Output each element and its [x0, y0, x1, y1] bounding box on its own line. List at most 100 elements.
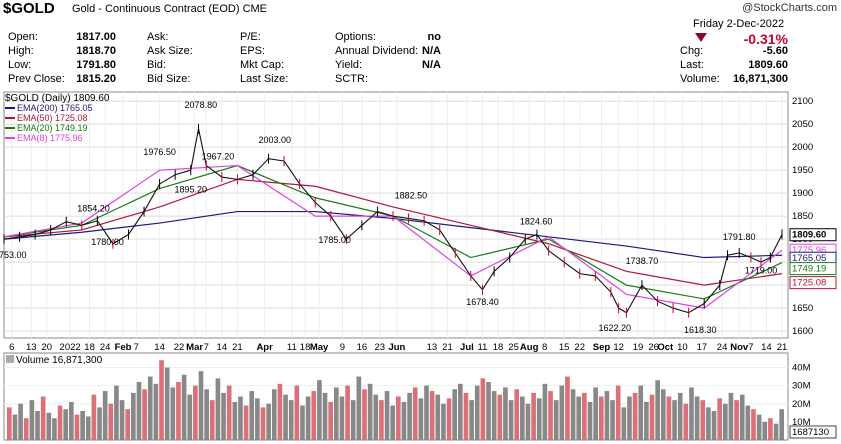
volume-bar: [711, 411, 717, 440]
volume-bar: [683, 403, 689, 440]
volume-bar: [441, 403, 446, 440]
volume-bar: [638, 385, 644, 440]
volume-bar: [508, 400, 514, 440]
volume-bar: [779, 409, 784, 440]
field-label: SCTR:: [335, 73, 368, 85]
volume-bar: [717, 398, 722, 440]
x-tick-label: 18: [84, 342, 95, 353]
field-value: no: [427, 31, 441, 43]
volume-bar: [514, 389, 520, 440]
x-tick-label: 2022: [60, 342, 81, 353]
volume-bar: [553, 400, 559, 440]
volume-bar: [722, 403, 728, 440]
volume-bar: [570, 389, 576, 440]
volume-bar: [627, 396, 632, 440]
volume-bar: [706, 407, 711, 440]
volume-bar: [317, 380, 322, 440]
volume-bar: [271, 389, 277, 440]
price-annotation: 1618.30: [684, 325, 717, 335]
x-tick-label: 13: [427, 342, 438, 353]
volume-bar: [29, 400, 35, 440]
x-tick-label: Aug: [520, 342, 539, 353]
last-value-label: 1725.08: [792, 278, 826, 289]
volume-bar: [176, 382, 181, 440]
volume-bar: [243, 405, 249, 440]
field-label: Bid Size:: [147, 73, 191, 85]
x-tick-label: Nov: [730, 342, 749, 353]
field-label: EPS:: [240, 45, 266, 57]
x-tick-label: 14: [154, 342, 165, 353]
volume-bar: [277, 383, 283, 440]
volume-last-box: [789, 425, 837, 439]
volume-bar: [181, 374, 187, 440]
volume-bar: [125, 409, 131, 440]
x-tick-label: 13: [26, 342, 37, 353]
x-tick-label: Jul: [460, 342, 474, 353]
field-label: Chg:: [680, 45, 704, 57]
volume-bar: [576, 396, 582, 440]
volume-bar: [164, 367, 170, 440]
volume-bar: [412, 387, 418, 440]
volume-bar: [356, 376, 362, 440]
volume-bar: [232, 401, 238, 440]
last-value-label: 1809.60: [792, 230, 826, 241]
y-tick-label: 1900: [792, 188, 813, 199]
volume-bar: [63, 409, 69, 440]
price-annotation: 1678.40: [466, 297, 499, 307]
volume-bar: [486, 382, 491, 440]
x-tick-label: 7: [748, 342, 753, 353]
volume-bar: [322, 392, 328, 440]
field-value: 1817.00: [76, 31, 116, 43]
watermark: @StockCharts.com: [742, 2, 837, 14]
price-annotation: 1785.00: [318, 235, 351, 245]
y-tick-label: 2000: [792, 142, 813, 153]
volume-bar: [198, 371, 204, 440]
volume-bar: [598, 396, 604, 440]
volume-bar: [367, 383, 373, 440]
exchange: CME: [242, 3, 268, 15]
field-label: Yield:: [335, 59, 363, 71]
down-arrow-icon: [695, 33, 707, 42]
volume-bar: [700, 400, 706, 440]
legend-entry: EMA(50) 1725.08: [17, 113, 88, 123]
y-tick-label: 2100: [792, 96, 813, 107]
volume-bar: [773, 423, 779, 440]
x-tick-label: 11: [287, 342, 297, 353]
x-tick-label: Apr: [256, 342, 273, 353]
volume-bar: [193, 385, 198, 440]
x-tick-label: 26: [648, 342, 659, 353]
volume-bar: [215, 378, 221, 440]
volume-bar: [390, 405, 395, 440]
last-value-label: 1775.96: [792, 245, 826, 256]
x-tick-label: 25: [508, 342, 519, 353]
y-tick-label: 1600: [792, 326, 813, 337]
volume-title: Volume 16,871,300: [16, 355, 103, 366]
volume-bar: [542, 383, 548, 440]
field-value: -5.60: [762, 45, 788, 57]
last-value-box: [789, 262, 837, 276]
volume-bar: [209, 400, 215, 440]
volume-bar: [119, 400, 125, 440]
y-tick-label: 1850: [792, 211, 813, 222]
volume-bar: [604, 391, 610, 440]
volume-bar: [666, 396, 672, 440]
volume-bar: [480, 378, 486, 440]
legend-entry: EMA(8) 1775.96: [17, 133, 83, 143]
volume-last-label: 1687130: [792, 427, 829, 438]
volume-bar: [497, 394, 503, 440]
price-annotation: 1895.20: [174, 184, 207, 194]
x-tick-label: 14: [217, 342, 228, 353]
volume-bar: [147, 376, 153, 440]
volume-bar: [328, 401, 333, 440]
field-value: 1809.60: [748, 59, 788, 71]
price-annotation: 1967.20: [202, 151, 235, 161]
volume-bar: [520, 396, 525, 440]
volume-legend-swatch: [6, 355, 14, 363]
last-value-label: 1749.19: [792, 264, 826, 275]
volume-bar: [40, 396, 46, 440]
volume-bar: [728, 392, 734, 440]
volume-bar: [525, 403, 531, 440]
field-label: Options:: [335, 31, 376, 43]
volume-tick-label: 10M: [792, 417, 811, 428]
volume-bar: [677, 392, 683, 440]
